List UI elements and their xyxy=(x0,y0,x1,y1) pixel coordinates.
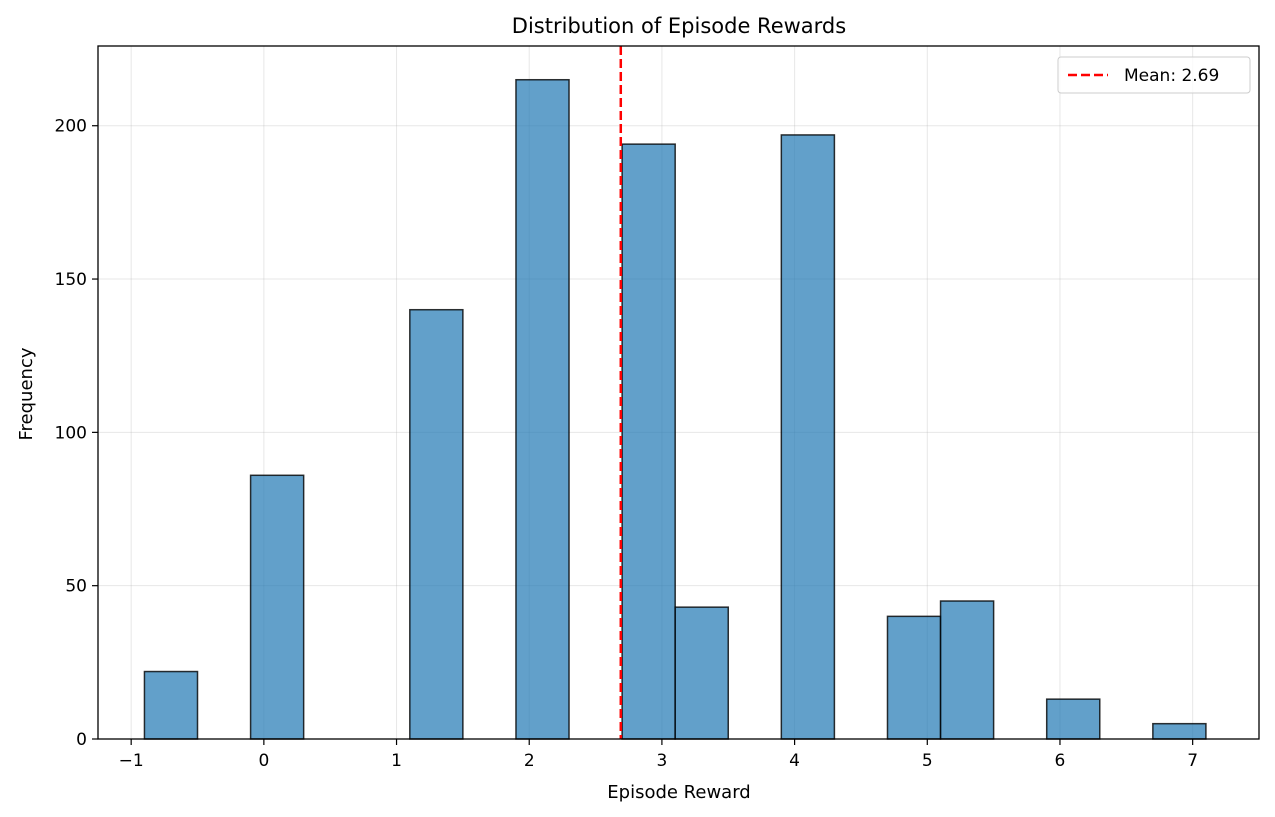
y-tick-label: 150 xyxy=(55,270,87,290)
histogram-bar xyxy=(886,615,942,740)
x-tick-label: 1 xyxy=(391,751,402,771)
histogram-bar xyxy=(249,474,305,740)
histogram-bar xyxy=(780,134,836,740)
x-tick-label: 3 xyxy=(657,751,668,771)
x-tick-label: 4 xyxy=(789,751,800,771)
legend: Mean: 2.69 xyxy=(1057,56,1251,94)
y-tick-label: 100 xyxy=(55,423,87,443)
histogram-bar xyxy=(515,78,570,740)
y-tick-label: 0 xyxy=(76,730,87,750)
y-axis-ticks: 0 50 100 150 200 xyxy=(55,117,98,750)
x-axis-label: Episode Reward xyxy=(607,782,750,803)
histogram-bar xyxy=(1045,698,1101,740)
y-tick-label: 50 xyxy=(65,577,87,597)
histogram-bar xyxy=(143,670,199,740)
legend-mean-label: Mean: 2.69 xyxy=(1124,66,1219,86)
histogram-bar xyxy=(939,600,995,740)
x-tick-label: 0 xyxy=(258,751,269,771)
legend-box xyxy=(1057,56,1251,94)
histogram-bar xyxy=(1152,722,1207,740)
x-tick-label: 6 xyxy=(1055,751,1066,771)
histogram-bars xyxy=(143,78,1207,740)
x-tick-label: −1 xyxy=(119,751,144,771)
plot-frame xyxy=(97,45,1260,740)
x-tick-label: 7 xyxy=(1187,751,1198,771)
histogram-bar xyxy=(409,308,464,740)
histogram-bar xyxy=(674,606,730,740)
chart-title: Distribution of Episode Rewards xyxy=(512,14,846,38)
x-tick-label: 2 xyxy=(524,751,535,771)
histogram-bar xyxy=(621,143,676,740)
x-tick-label: 5 xyxy=(922,751,933,771)
y-axis-label: Frequency xyxy=(16,347,37,440)
x-axis-ticks: −1 0 1 2 3 4 5 6 7 xyxy=(119,739,1198,771)
y-tick-label: 200 xyxy=(55,117,87,137)
